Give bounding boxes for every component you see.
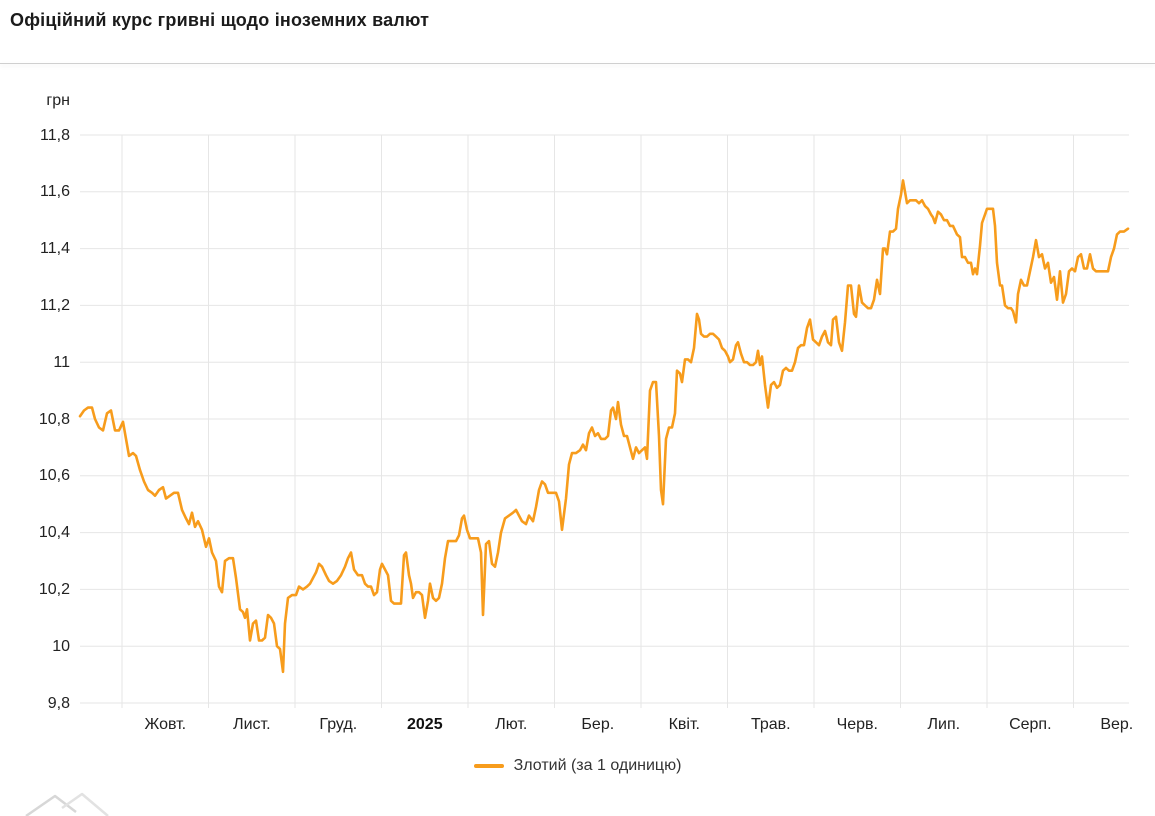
- x-tick-label: Квіт.: [668, 716, 700, 733]
- x-tick-label: Лист.: [233, 716, 271, 733]
- page-title: Офіційний курс гривні щодо іноземних вал…: [10, 10, 430, 30]
- y-tick-label: 11,2: [40, 296, 70, 314]
- y-tick-label: 10: [52, 637, 70, 655]
- x-tick-label: Жовт.: [144, 716, 187, 733]
- header-divider: [0, 63, 1155, 64]
- legend-line-swatch-icon: [473, 764, 504, 768]
- y-tick-label: 11,6: [40, 183, 70, 201]
- legend-label: Злотий (за 1 одиницю): [513, 757, 682, 774]
- x-tick-label: Черв.: [836, 716, 878, 733]
- x-tick-label: Вер.: [1100, 716, 1134, 733]
- y-tick-label: 10,6: [38, 467, 70, 485]
- legend-item-zloty[interactable]: Злотий (за 1 одиницю): [473, 757, 682, 775]
- x-tick-label: Серп.: [1009, 716, 1052, 733]
- y-tick-label: 10,8: [38, 410, 70, 428]
- x-tick-label: Груд.: [319, 716, 358, 733]
- x-tick-label: Трав.: [750, 716, 791, 733]
- y-axis-unit-label: грн: [46, 92, 70, 109]
- chart-legend: Злотий (за 1 одиницю): [0, 757, 1155, 775]
- x-tick-label: 2025: [407, 716, 443, 733]
- x-tick-label: Лют.: [495, 716, 528, 733]
- y-tick-label: 11,4: [40, 240, 70, 258]
- y-tick-label: 9,8: [47, 694, 70, 712]
- x-tick-label: Бер.: [581, 716, 615, 733]
- y-tick-label: 10,4: [38, 524, 70, 542]
- x-tick-label: Лип.: [927, 716, 961, 733]
- y-tick-label: 11: [53, 353, 70, 371]
- y-tick-label: 11,8: [40, 126, 70, 144]
- mountain-logo-fragment-icon: [25, 792, 109, 816]
- y-tick-label: 10,2: [38, 580, 70, 598]
- series-line-zloty[interactable]: [78, 179, 1130, 674]
